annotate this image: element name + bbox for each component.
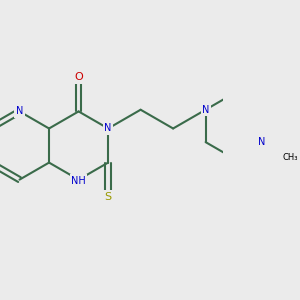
Text: N: N bbox=[16, 106, 23, 116]
Text: N: N bbox=[258, 137, 266, 147]
Text: NH: NH bbox=[71, 176, 86, 186]
Text: N: N bbox=[104, 124, 112, 134]
Text: O: O bbox=[74, 72, 83, 82]
Text: S: S bbox=[105, 192, 112, 202]
Text: CH₃: CH₃ bbox=[283, 153, 298, 162]
Text: N: N bbox=[202, 105, 209, 115]
